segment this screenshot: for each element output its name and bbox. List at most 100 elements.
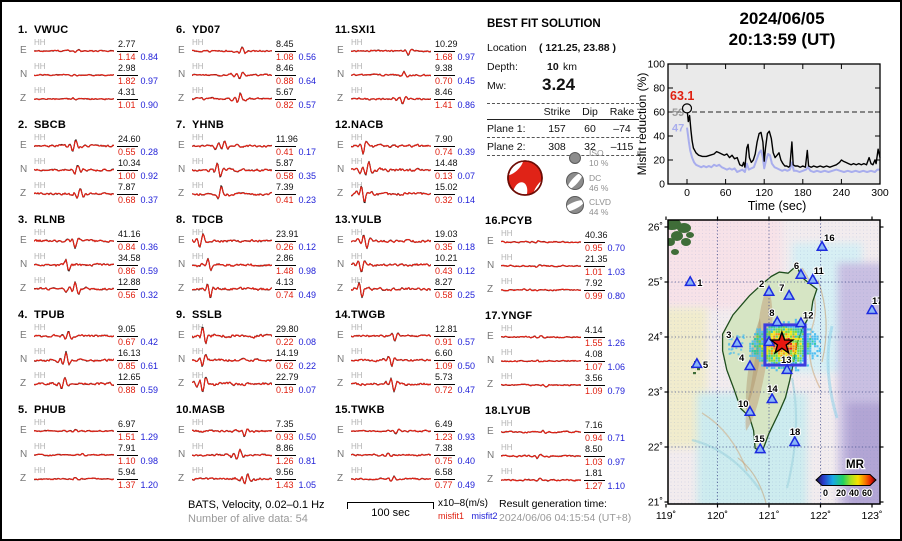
mr-cell [761,330,764,333]
synthetic-trace [501,288,581,292]
misfit2-value: 0.90 [140,100,159,110]
component-row: E HH 24.60 0.55 0.28 [18,133,170,157]
station-number: 11. [335,24,351,36]
station-block: 1. VWUC E HH 2.77 1.14 0.84 N HH 2.98 1.82 0.97 Z HH 4… [18,24,170,116]
iso-label: ISO [589,148,604,158]
amplitude-value: 7.92 [585,278,603,288]
component-label: Z [337,473,344,484]
station-block: 15.TWKB E HH 6.49 1.23 0.93 N HH 7.38 0.75 0.40 Z HH… [335,404,485,496]
amplitude-tick [434,194,455,195]
waveform-column-2: 6. YD07 E HH 8.45 1.08 0.56 N HH 8.46 0.88 0.64 Z HH 5… [176,2,328,539]
station-number-label: 10 [738,399,749,410]
channel-label: HH [34,62,46,71]
mr-cell [814,335,817,338]
mr-cell [768,333,771,336]
waveform-trace [34,258,114,272]
component-row: E HH 8.45 1.08 0.56 [176,38,328,62]
mr-cell [758,335,761,338]
waveform-trace [192,92,272,103]
mr-cell [778,366,781,369]
mr-cell [787,328,790,331]
table-divider [487,137,639,138]
mr-cell [773,354,776,357]
mr-cell [761,345,764,348]
waveform-trace [351,140,431,155]
mr-cell [785,328,788,331]
misfit2-value: 0.35 [298,171,317,181]
misfit-values: 0.82 0.57 [276,100,316,110]
synthetic-trace [501,359,581,363]
colorbar-tick-label: 40 [849,488,859,498]
waveform-trace [501,359,581,363]
misfit-values: 1.37 1.20 [118,480,158,490]
channel-label: HH [192,228,204,237]
amplitude-value: 7.35 [276,419,294,429]
mr-cell [773,333,776,336]
units-legend: x10–8(m/s) misfit1 misfit2 [438,498,498,521]
lat-label: 26˚ [648,222,663,234]
station-triangle [794,268,808,279]
synthetic-trace [192,93,272,103]
y-axis-title: Misfit reduction (%) [636,73,649,176]
channel-label: HH [501,443,513,452]
mr-cell [787,338,790,341]
misfit1-value: 0.95 [585,243,603,253]
mr-cell [761,364,764,367]
synthetic-trace [192,162,272,177]
misfit1-value: 0.67 [118,337,136,347]
misfit-values: 1.01 1.03 [585,267,625,277]
mr-cell [802,333,805,336]
misfit1-value: 0.22 [276,337,294,347]
mr-cell [761,338,764,341]
channel-label: HH [351,228,363,237]
mr-cell [773,357,776,360]
component-row: E HH 11.96 0.41 0.17 [176,133,328,157]
mr-cell [770,328,773,331]
misfit-values: 0.86 0.59 [118,266,158,276]
synthetic-trace [192,473,272,485]
mr-cell [761,347,764,350]
component-row: Z HH 7.39 0.41 0.23 [176,181,328,205]
mr-cell [754,354,757,357]
component-label: Z [178,378,185,389]
mr-cell [797,354,800,357]
mr-cell [802,340,805,343]
component-row: E HH 40.36 0.95 0.70 [485,229,637,253]
mr-cell [809,333,812,336]
station-header: 5. PHUB [18,404,66,416]
colorbar-tick-label: 0 [823,488,828,498]
synthetic-trace [34,165,114,175]
channel-label: HH [34,371,46,380]
misfit-values: 0.88 0.64 [276,76,316,86]
component-row: Z HH 9.56 1.43 1.05 [176,466,328,490]
station-code: LYUB [501,405,531,417]
amplitude-tick [275,455,296,456]
mr-cell [802,335,805,338]
mr-cell [758,359,761,362]
plane1-rake: –74 [613,123,631,135]
component-label: E [178,330,185,341]
mr-cell [811,340,814,343]
amplitude-tick [275,479,296,480]
penghu-island [697,368,700,371]
waveform-trace [192,233,272,248]
station-number: 15. [335,404,351,416]
plane1-dip: 60 [584,123,596,135]
station-number: 18. [485,405,501,417]
mr-cell [749,350,752,353]
amplitude-value: 1.81 [585,468,603,478]
misfit2-value: 0.59 [140,266,159,276]
synthetic-trace [501,429,581,434]
mr-cell [799,335,802,338]
station-block: 9. SSLB E HH 29.80 0.22 0.08 N HH 14.19 0.62 0.22 Z H… [176,309,328,401]
channel-label: HH [34,347,46,356]
col-header-rake: Rake [609,106,635,118]
synthetic-trace [351,378,431,392]
component-row: N HH 7.38 0.75 0.40 [335,442,485,466]
component-label: E [337,330,344,341]
misfit1-value: 0.88 [118,385,136,395]
component-label: Z [20,283,27,294]
mr-cell [756,333,759,336]
mr-cell [809,338,812,341]
channel-label: HH [351,86,363,95]
